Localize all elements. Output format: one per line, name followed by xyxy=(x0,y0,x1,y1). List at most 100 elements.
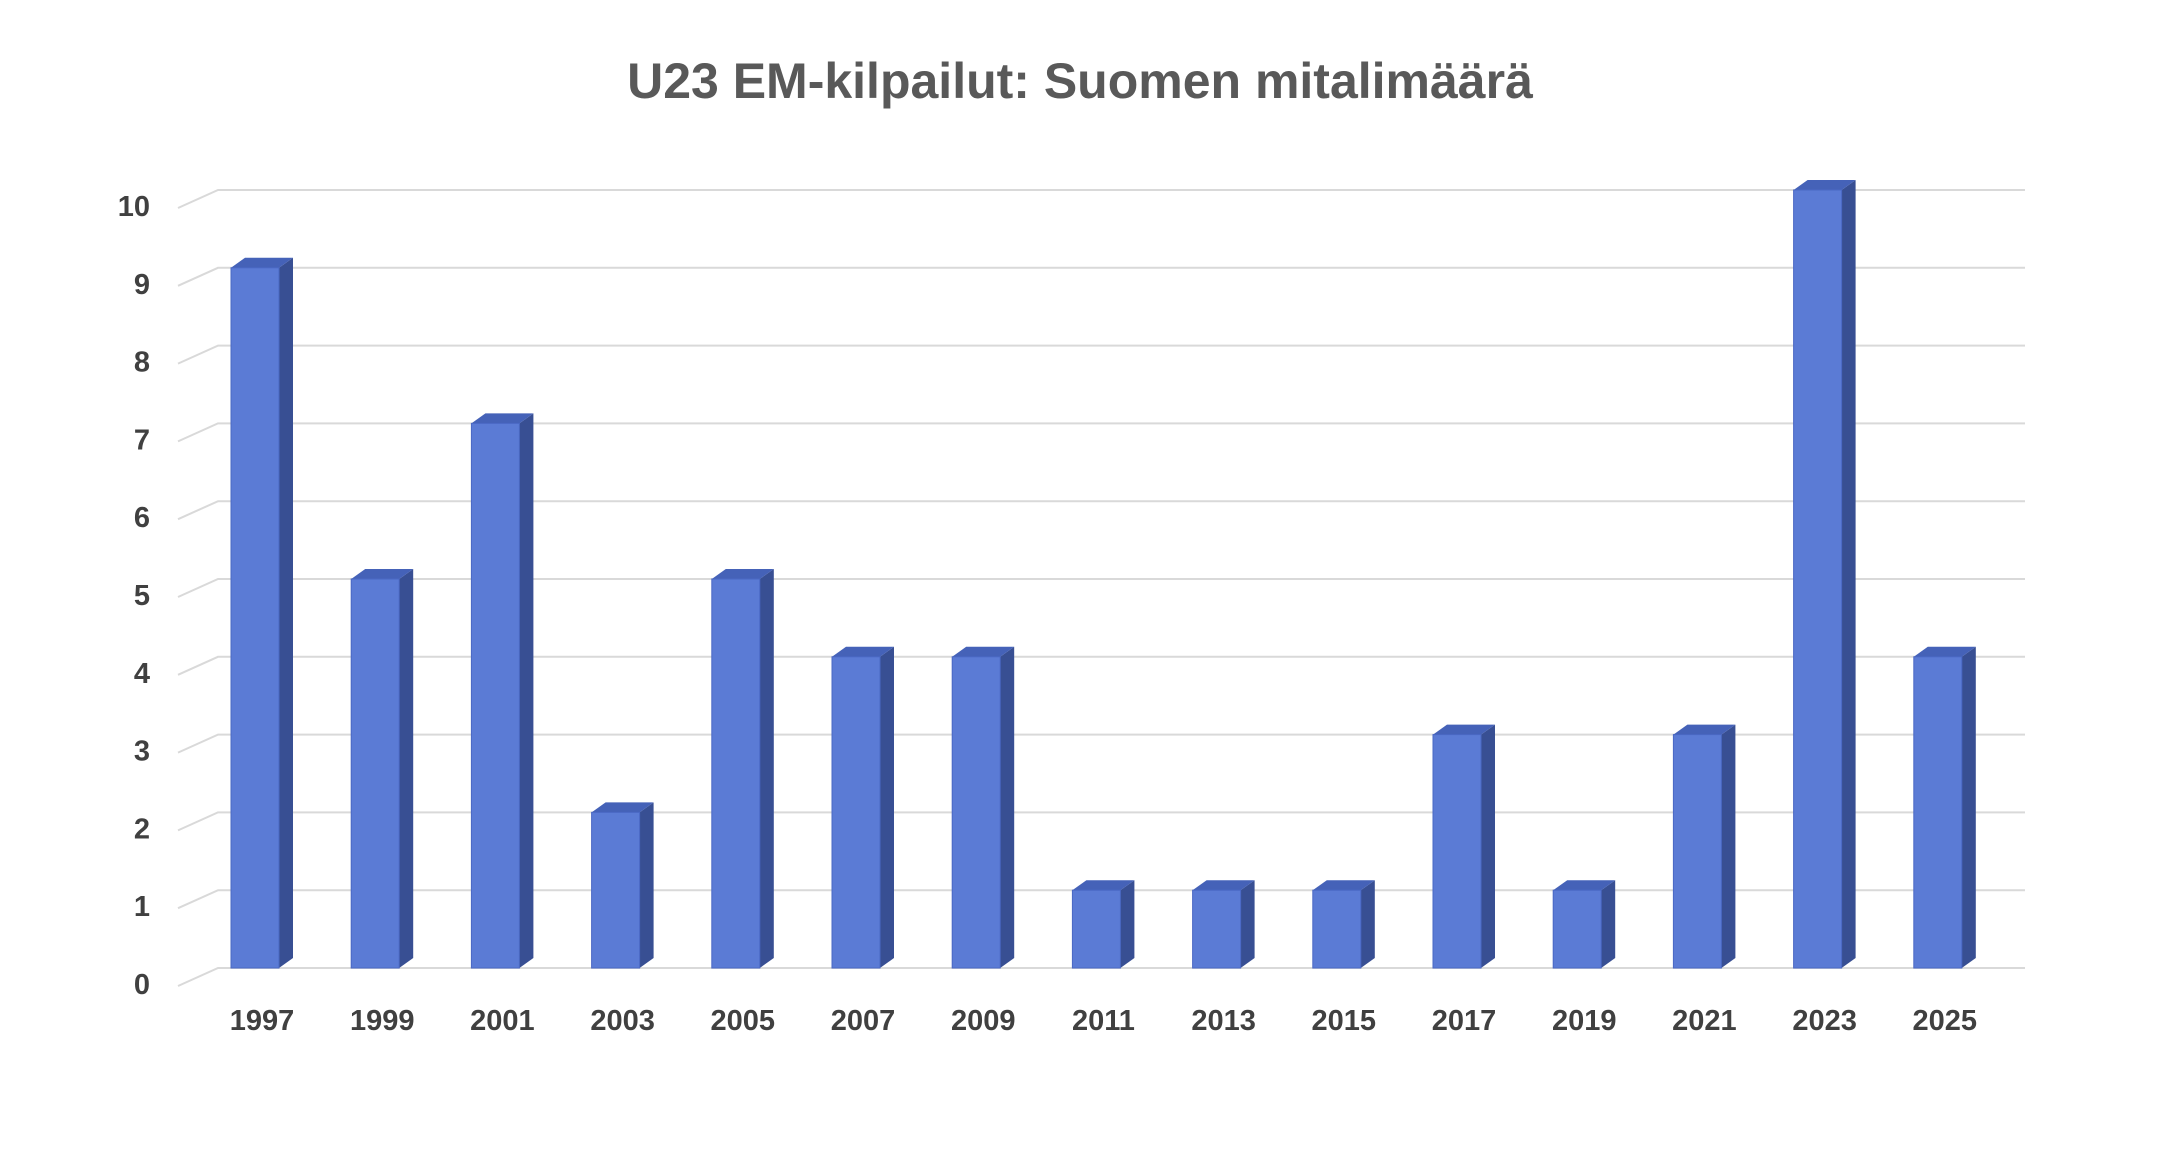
bar-side xyxy=(1481,724,1495,968)
y-tick-label: 8 xyxy=(134,347,150,379)
bar-front xyxy=(1192,889,1242,969)
bar-front xyxy=(591,811,641,969)
x-tick-label: 2009 xyxy=(951,1005,1016,1037)
bar-front xyxy=(470,422,520,969)
grid-line xyxy=(177,811,2025,832)
bar-top xyxy=(832,646,894,657)
bar xyxy=(1432,724,1495,969)
y-tick-label: 2 xyxy=(134,813,150,845)
bar xyxy=(350,569,414,969)
bar-top xyxy=(591,802,654,813)
bar-side xyxy=(1360,880,1375,968)
bar-side xyxy=(1000,646,1015,968)
bar xyxy=(591,802,654,969)
bar-front xyxy=(831,656,881,969)
bar xyxy=(1071,880,1135,969)
bar-top xyxy=(351,569,414,579)
y-axis-ticks: 0 1 2 3 4 5 6 7 8 9 10 xyxy=(118,191,150,1001)
bar-front xyxy=(1552,889,1602,969)
x-tick-label: 2017 xyxy=(1432,1005,1497,1037)
bar-top xyxy=(952,646,1015,657)
bar xyxy=(1793,180,1856,969)
x-tick-label: 2001 xyxy=(470,1005,535,1037)
bar-side xyxy=(1961,646,1976,968)
x-tick-label: 2023 xyxy=(1792,1005,1857,1037)
x-tick-label: 1999 xyxy=(350,1005,415,1037)
x-tick-label: 2011 xyxy=(1072,1005,1135,1037)
x-tick-label: 2025 xyxy=(1913,1005,1978,1037)
grid-line xyxy=(177,889,2025,910)
bar-side xyxy=(279,257,293,968)
bar-side xyxy=(1841,180,1856,968)
bar-side xyxy=(1120,880,1135,968)
grid-line xyxy=(177,500,2025,521)
bar-top xyxy=(1913,646,1976,657)
bar-side xyxy=(1601,880,1616,968)
bar-top xyxy=(1312,880,1375,891)
y-tick-label: 4 xyxy=(134,658,150,690)
x-tick-label: 1997 xyxy=(230,1005,295,1037)
grid-line xyxy=(177,189,2025,209)
bar-top xyxy=(1793,180,1856,190)
y-tick-label: 10 xyxy=(118,191,150,223)
bar-top xyxy=(1553,880,1616,891)
bar-top xyxy=(1072,880,1135,891)
x-tick-label: 2021 xyxy=(1672,1005,1737,1037)
bar-front xyxy=(1312,889,1362,969)
bar xyxy=(1552,880,1616,969)
x-tick-label: 2015 xyxy=(1312,1005,1377,1037)
x-tick-label: 2013 xyxy=(1191,1005,1256,1037)
bar xyxy=(831,646,894,969)
bar xyxy=(1913,646,1976,969)
bar xyxy=(1312,880,1375,969)
bar-side xyxy=(519,413,534,968)
bar-top xyxy=(1192,880,1255,891)
y-tick-label: 7 xyxy=(134,424,150,456)
bar-front xyxy=(350,578,400,969)
bar-top xyxy=(1433,724,1495,735)
x-axis-ticks: 1997 1999 2001 2003 2005 2007 2009 2011 2013 2015… xyxy=(230,1005,1977,1037)
bar-front xyxy=(951,656,1001,969)
grid-line xyxy=(177,655,2025,676)
bar-front xyxy=(1793,189,1843,969)
bar-side xyxy=(1240,880,1255,968)
bar-front xyxy=(1672,734,1722,969)
grid-line xyxy=(177,967,2025,987)
bar-front xyxy=(230,267,280,969)
bar xyxy=(951,646,1015,969)
grid-line xyxy=(177,266,2025,287)
bar xyxy=(470,413,534,969)
bar-top xyxy=(471,413,534,424)
bar xyxy=(1672,724,1736,969)
x-tick-label: 2005 xyxy=(711,1005,776,1037)
bar-side xyxy=(1721,724,1736,968)
grid-line xyxy=(177,578,2025,598)
grid-line xyxy=(177,422,2025,443)
bar-top xyxy=(1673,724,1736,735)
bar-front xyxy=(1432,734,1482,969)
bar xyxy=(230,257,293,969)
x-tick-label: 2019 xyxy=(1552,1005,1617,1037)
x-tick-label: 2007 xyxy=(831,1005,896,1037)
bar-front xyxy=(711,578,761,969)
y-tick-label: 5 xyxy=(134,580,150,612)
bar xyxy=(1192,880,1255,969)
bar-front xyxy=(1913,656,1963,969)
grid-line xyxy=(177,344,2025,365)
y-tick-label: 6 xyxy=(134,502,150,534)
bar-side xyxy=(639,802,654,968)
chart-title: U23 EM-kilpailut: Suomen mitalimäärä xyxy=(627,53,1533,109)
bar-side xyxy=(399,569,414,968)
bar-top xyxy=(231,257,293,268)
y-tick-label: 3 xyxy=(134,736,150,768)
bars xyxy=(230,180,1976,969)
grid-lines xyxy=(177,189,2025,987)
y-tick-label: 9 xyxy=(134,269,150,301)
grid-line xyxy=(177,733,2025,754)
y-tick-label: 1 xyxy=(134,891,150,923)
y-tick-label: 0 xyxy=(134,969,150,1001)
x-tick-label: 2003 xyxy=(590,1005,655,1037)
bar xyxy=(711,569,774,969)
